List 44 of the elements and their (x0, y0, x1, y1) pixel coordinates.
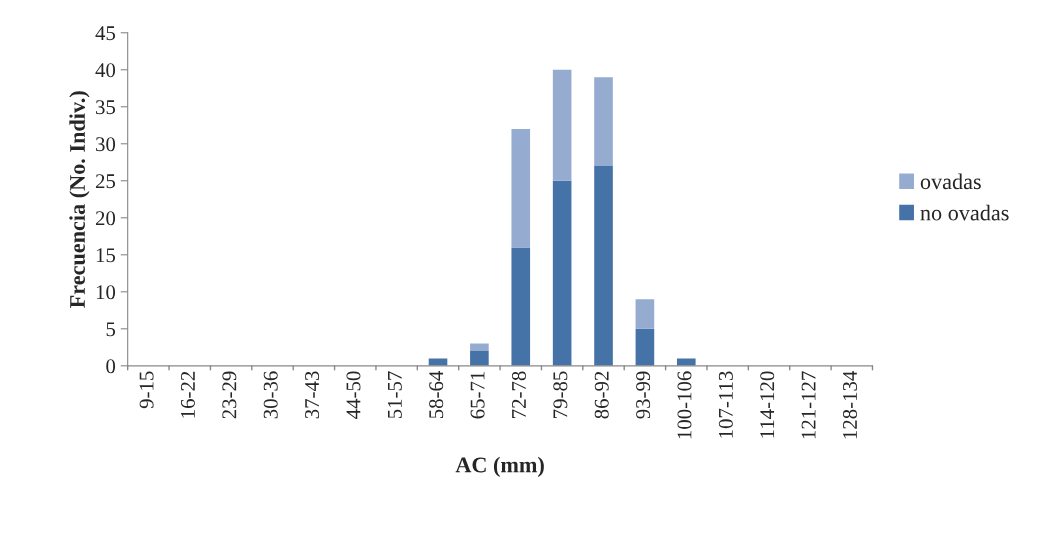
y-tick-label: 35 (96, 100, 116, 115)
bar (470, 351, 489, 366)
x-tick-label: 9-15 (139, 371, 154, 409)
legend-label: no ovadas (920, 204, 1009, 221)
x-tick-label: 121-127 (801, 371, 816, 439)
x-tick-label: 72-78 (511, 371, 526, 418)
bar (594, 165, 613, 366)
x-tick-label: 86-92 (594, 371, 609, 419)
bar (594, 77, 613, 166)
bar (470, 343, 489, 352)
bar (676, 358, 696, 366)
x-tick-label: 107-113 (718, 371, 733, 438)
bar (635, 299, 655, 329)
y-tick-label: 25 (95, 174, 116, 189)
x-tick-label: 79-85 (553, 371, 568, 418)
x-tick-label: 58-64 (429, 371, 444, 419)
x-tick-label: 30-36 (263, 371, 278, 419)
x-tick-label: 65-71 (470, 371, 485, 419)
legend-label: ovadas (920, 173, 981, 190)
x-tick-label: 44-50 (346, 371, 361, 419)
bar (428, 358, 448, 366)
bar (552, 180, 572, 366)
bar (635, 328, 655, 366)
x-tick-label: 51-57 (387, 371, 402, 419)
y-tick-label: 10 (96, 285, 116, 300)
bar (552, 69, 572, 181)
bar (511, 128, 531, 248)
y-tick-label: 30 (96, 137, 116, 152)
x-tick-label: 93-99 (636, 371, 651, 419)
bar (511, 247, 531, 366)
x-tick-label: 100-106 (677, 371, 692, 439)
y-tick-label: 5 (106, 322, 116, 337)
y-tick-label: 20 (95, 211, 116, 226)
y-tick-label: 40 (95, 63, 116, 78)
x-tick-label: 114-120 (760, 371, 775, 438)
y-tick-label: 15 (96, 248, 116, 263)
y-tick-label: 45 (95, 26, 116, 41)
x-tick-label: 128-134 (842, 371, 858, 439)
x-tick-label: 23-29 (222, 371, 237, 419)
y-tick-label: 0 (106, 359, 116, 374)
x-tick-label: 16-22 (180, 371, 195, 418)
x-axis-title: AC (mm) (455, 456, 544, 477)
x-tick-label: 37-43 (305, 371, 320, 419)
y-axis-title: Frecuencia (No. Indiv.) (69, 91, 90, 308)
